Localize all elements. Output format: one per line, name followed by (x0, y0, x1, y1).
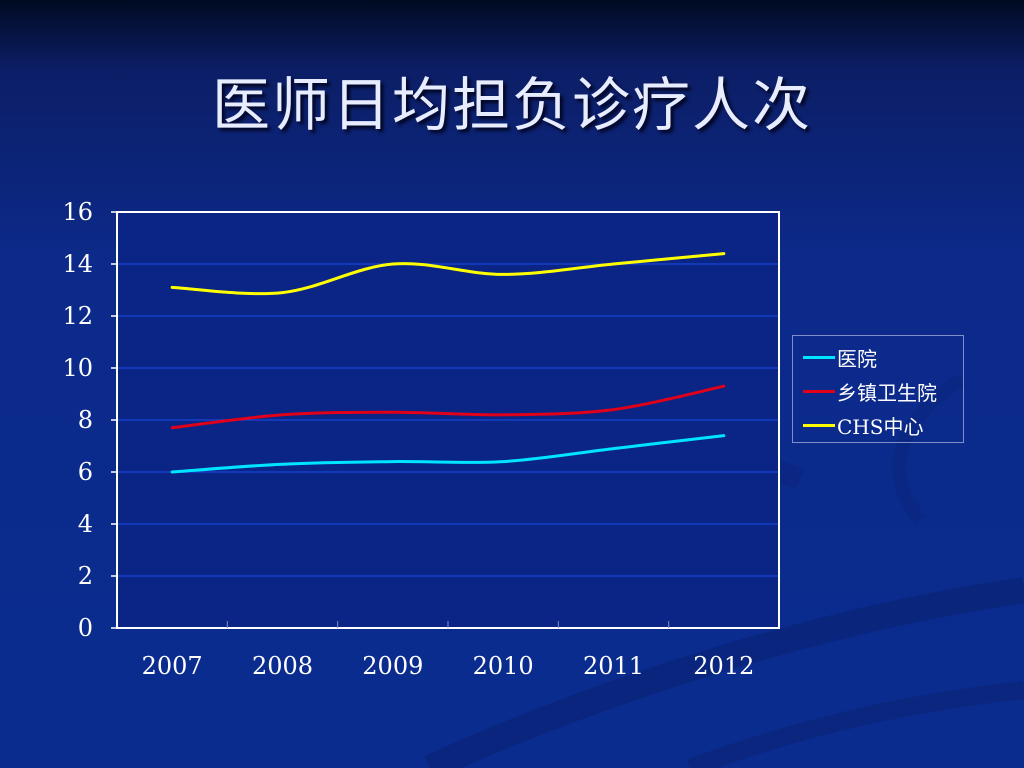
y-tick-label: 16 (62, 198, 93, 226)
series-line-township (170, 384, 726, 430)
x-tick-label: 2012 (693, 652, 754, 680)
series-line-hospital (170, 434, 726, 474)
series-line-chs (170, 252, 726, 296)
legend-item-chs: CHS中心 (793, 408, 963, 442)
x-tick-label: 2010 (473, 652, 534, 680)
y-tick-label: 4 (78, 510, 93, 538)
y-tick-label: 14 (62, 250, 93, 278)
x-tick-label: 2007 (142, 652, 203, 680)
y-tick-label: 6 (78, 458, 93, 486)
legend-swatch-chs (803, 423, 835, 427)
series-lines (170, 252, 726, 474)
chart-legend: 医院 乡镇卫生院 CHS中心 (792, 335, 964, 443)
legend-label-chs: CHS中心 (837, 414, 924, 439)
y-tick-label: 0 (78, 614, 93, 642)
y-axis-labels: 0 2 4 6 8 10 12 14 16 (62, 198, 93, 642)
x-axis-ticks (226, 621, 670, 628)
x-tick-label: 2008 (252, 652, 313, 680)
x-tick-label: 2011 (583, 652, 644, 680)
y-tick-label: 8 (78, 406, 93, 434)
x-tick-label: 2009 (362, 652, 423, 680)
slide-title: 医师日均担负诊疗人次 (211, 71, 812, 139)
legend-swatch-hospital (803, 355, 835, 359)
legend-label-hospital: 医院 (837, 346, 877, 371)
legend-item-hospital: 医院 (793, 340, 963, 374)
legend-swatch-township (803, 389, 835, 393)
legend-label-township: 乡镇卫生院 (837, 380, 937, 405)
x-axis-labels: 2007 2008 2009 2010 2011 2012 (142, 652, 755, 680)
y-tick-label: 10 (62, 354, 93, 382)
y-tick-label: 12 (62, 302, 93, 330)
y-tick-label: 2 (78, 562, 93, 590)
legend-item-township: 乡镇卫生院 (793, 374, 963, 408)
